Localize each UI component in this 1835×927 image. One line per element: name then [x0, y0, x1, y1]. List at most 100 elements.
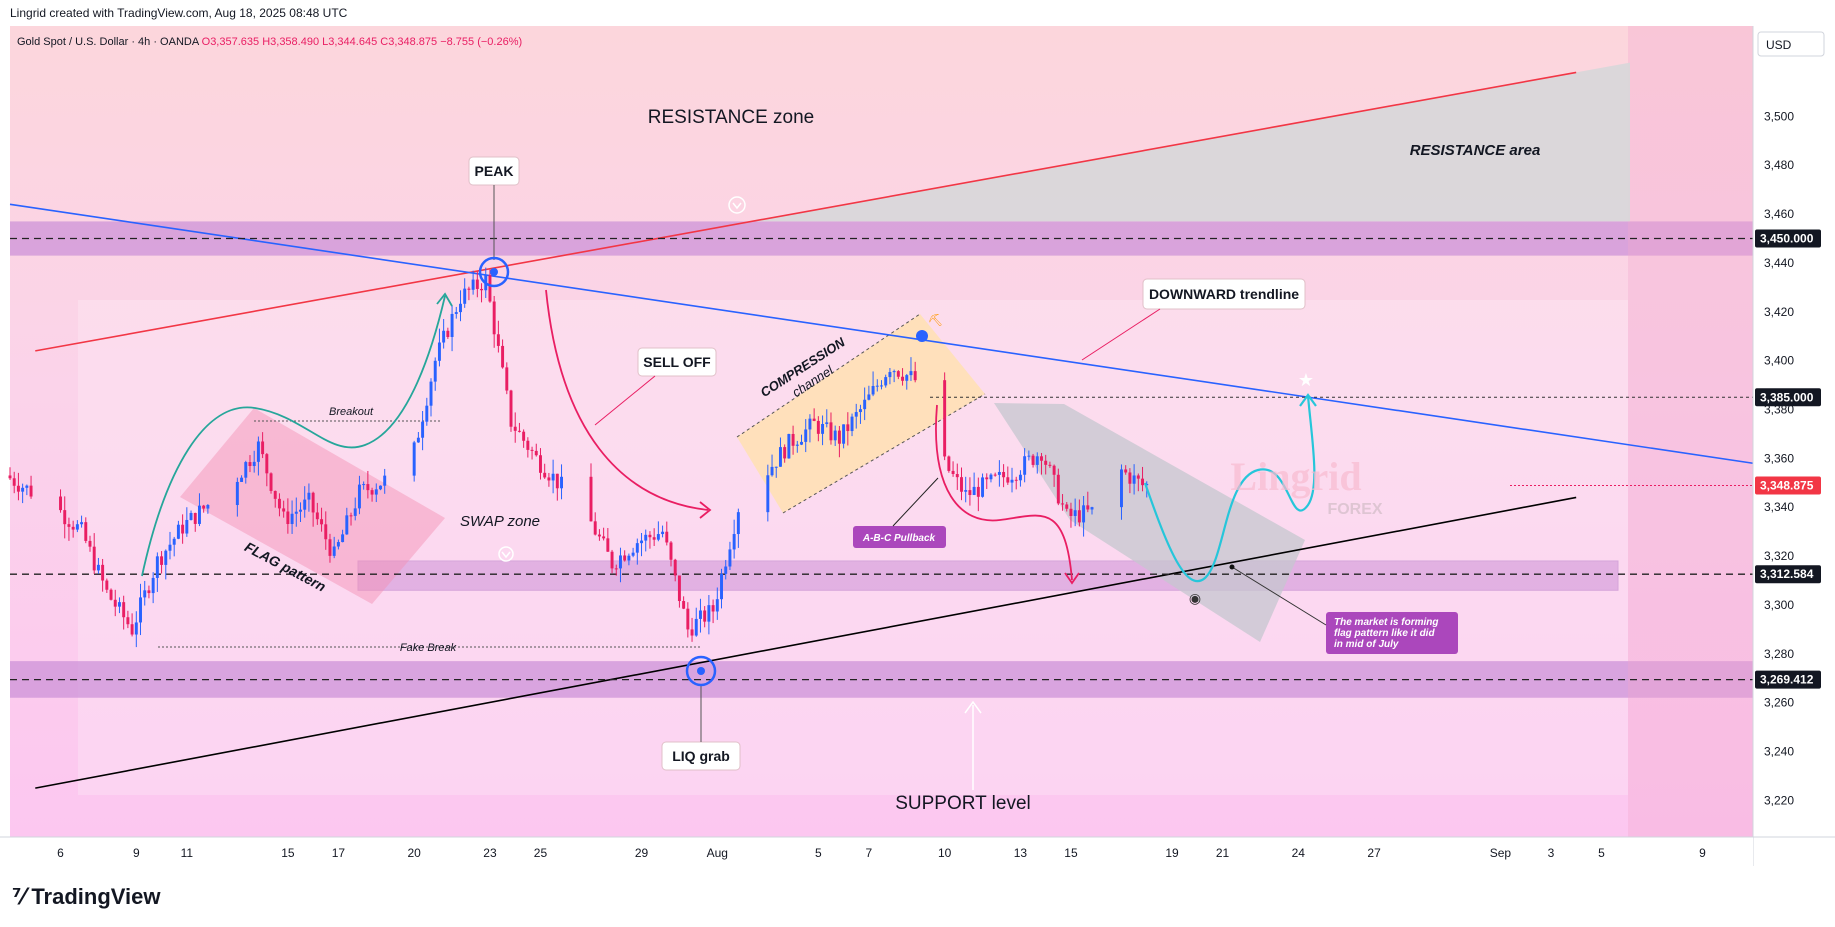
price-level-tag[interactable]: 3,385.000 — [1755, 388, 1821, 407]
candle — [526, 437, 530, 458]
tradingview-logo[interactable]: ⁷⁄ TradingView — [12, 884, 161, 910]
candle-body — [1136, 475, 1140, 479]
price-level-tag-box — [1755, 388, 1821, 407]
abc-pullback-label[interactable]: A-B-C Pullback — [853, 526, 946, 548]
candle — [1120, 464, 1123, 520]
candle — [711, 599, 715, 624]
candle — [1048, 461, 1052, 468]
candle-body — [1010, 479, 1014, 483]
candle-body — [501, 345, 505, 368]
candle-body — [303, 499, 307, 510]
liq-grab-label[interactable]: LIQ grab — [661, 741, 741, 771]
candle — [1086, 491, 1090, 513]
time-tick-label: 20 — [407, 846, 421, 860]
candle-body — [652, 537, 656, 540]
candle-body — [336, 542, 340, 547]
candle — [320, 507, 324, 532]
compression-upper-edge — [736, 313, 921, 438]
price-tick-label: 3,400 — [1764, 354, 1794, 368]
candle-body — [126, 617, 130, 625]
price-level-tag-text: 3,450.000 — [1760, 232, 1814, 246]
candle-body — [96, 564, 100, 571]
candle — [1090, 506, 1094, 515]
ohlc-low: L3,344.645 — [319, 36, 377, 48]
candle-body — [1073, 510, 1077, 516]
candle-body — [206, 505, 210, 509]
candle — [968, 477, 972, 506]
candle — [635, 538, 639, 565]
candle — [690, 617, 694, 642]
candle-body — [374, 489, 378, 495]
time-tick-label: 6 — [57, 846, 64, 860]
resistance-trendline[interactable] — [35, 71, 1577, 352]
price-level-tag[interactable]: 3,450.000 — [1755, 229, 1821, 248]
candle — [698, 598, 702, 633]
candle-body — [471, 279, 475, 290]
candle-body — [509, 390, 513, 427]
candle-body — [84, 522, 88, 541]
candle — [1141, 466, 1145, 492]
top-marker — [916, 330, 928, 342]
time-tick-label: 3 — [1548, 846, 1555, 860]
candle-body — [989, 474, 993, 480]
candle — [181, 514, 185, 544]
candle-body — [517, 430, 521, 432]
candle — [766, 464, 770, 522]
price-level-tag[interactable]: 3,269.412 — [1755, 670, 1821, 689]
candle-body — [282, 508, 286, 512]
candle-body — [1023, 456, 1027, 475]
price-change: −8.755 (−0.26%) — [437, 36, 522, 48]
candle-body — [593, 521, 597, 535]
candle-body — [248, 462, 252, 467]
candle — [151, 572, 155, 604]
candle-body — [307, 492, 311, 500]
candle-body — [379, 485, 382, 490]
candle-body — [661, 531, 665, 535]
price-axis[interactable] — [1753, 26, 1835, 866]
resistance-area-label: RESISTANCE area — [1410, 142, 1541, 159]
candle-body — [480, 288, 484, 291]
price-level-tag-box — [1755, 565, 1821, 584]
current-flag-channel — [994, 403, 1305, 642]
downward-trendline[interactable] — [9, 203, 1754, 465]
candle — [273, 490, 277, 508]
candle-body — [147, 590, 151, 594]
candle — [463, 278, 467, 308]
candle-body — [589, 476, 593, 522]
support-trendline[interactable] — [35, 496, 1577, 789]
price-level-tag[interactable]: 3,312.584 — [1755, 565, 1821, 584]
candle-body — [960, 477, 963, 492]
candle-body — [311, 492, 315, 513]
candle — [252, 450, 256, 473]
sell-off-label[interactable]: SELL OFF — [637, 347, 717, 377]
currency-button[interactable]: USD — [1757, 31, 1825, 57]
candle-body — [433, 360, 437, 382]
candle-body — [328, 539, 332, 556]
candle-body — [172, 538, 176, 545]
downward-trendline-label[interactable]: DOWNWARD trendline — [1142, 278, 1306, 310]
candle — [627, 553, 631, 566]
candle-body — [522, 431, 526, 441]
peak-label-text: PEAK — [475, 163, 514, 179]
symbol-legend[interactable]: Gold Spot / U.S. Dollar · 4h · OANDA O3,… — [17, 36, 522, 48]
candle — [816, 416, 820, 442]
price-level-tag-text: 3,348.875 — [1760, 479, 1814, 493]
candle — [197, 493, 201, 527]
candle — [534, 443, 538, 457]
candle — [294, 497, 298, 527]
candle-body — [875, 385, 879, 387]
candle — [501, 339, 505, 369]
candle — [71, 520, 75, 538]
time-axis[interactable] — [0, 837, 1753, 866]
candle — [560, 464, 564, 500]
candle — [492, 295, 496, 348]
candle — [732, 519, 736, 559]
time-tick-label: Aug — [707, 846, 728, 860]
peak-label[interactable]: PEAK — [468, 156, 520, 186]
price-level-tag[interactable]: 3,348.875 — [1755, 476, 1821, 495]
flag-note-line: The market is forming — [1334, 617, 1438, 628]
candle — [353, 497, 357, 521]
candle-body — [829, 422, 833, 441]
